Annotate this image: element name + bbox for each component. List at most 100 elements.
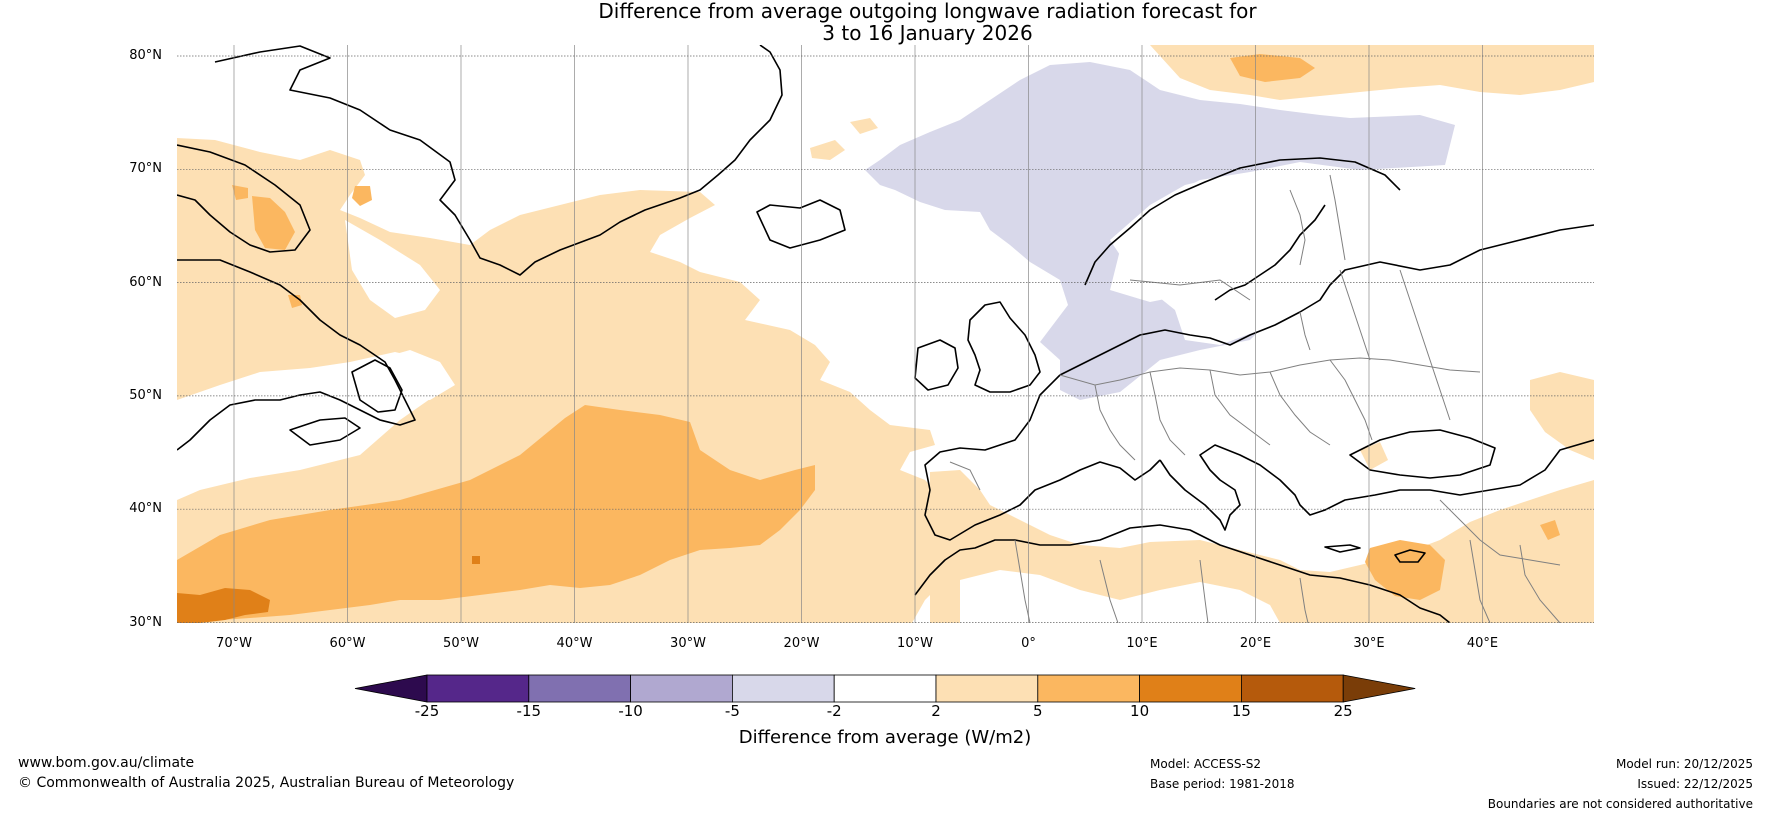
lat-label: 70°N	[129, 161, 162, 177]
anomaly-region-orange-baffin	[252, 196, 295, 250]
gridlines	[177, 45, 1594, 623]
colorbar-tick-label: 15	[1231, 702, 1251, 720]
lon-label: 30°E	[1353, 636, 1385, 651]
anomaly-region-orange-east-spot	[1540, 520, 1560, 540]
coast-baltic	[1214, 204, 1326, 301]
colorbar-bin	[528, 674, 631, 703]
coast-ireland	[914, 339, 959, 391]
colorbar-bin	[1139, 674, 1242, 703]
border-10	[1289, 189, 1306, 266]
border-15	[1199, 559, 1209, 623]
lat-label: 80°N	[129, 48, 162, 63]
coast-nova-scotia	[289, 417, 361, 446]
anomaly-region-dark-orange-sw	[177, 588, 270, 623]
lon-label: 20°E	[1239, 636, 1272, 651]
border-13	[949, 461, 981, 491]
anomaly-region-orange-atlantic	[177, 405, 815, 623]
anomaly-spot-orange-small	[472, 556, 480, 564]
colorbar-bin	[630, 674, 733, 703]
colorbar-over-arrow	[1342, 674, 1416, 703]
lon-label: 10°E	[1126, 636, 1158, 651]
colorbar-tick-label: -5	[724, 702, 740, 720]
colorbar-bin	[833, 674, 937, 703]
colorbar-bin	[732, 674, 835, 703]
border-18	[1469, 539, 1491, 623]
colorbar-tick-label: -25	[414, 702, 440, 720]
colorbar-bin	[426, 674, 530, 703]
model-text: Model: ACCESS-S2	[1150, 757, 1262, 771]
colorbar-bin	[1241, 674, 1344, 703]
map-title-line1: Difference from average outgoing longwav…	[598, 0, 1257, 23]
base-period-text: Base period: 1981-2018	[1150, 777, 1295, 791]
border-17	[1439, 499, 1561, 566]
border-9	[1399, 269, 1451, 421]
border-4	[1209, 369, 1271, 446]
map-title-line2: 3 to 16 January 2026	[822, 21, 1033, 45]
copyright-text: © Commonwealth of Australia 2025, Austra…	[18, 775, 515, 791]
no-anomaly-sahara	[960, 570, 1280, 623]
coast-iceland	[756, 199, 846, 249]
anomaly-region-orange-svalbard	[1230, 54, 1315, 82]
colorbar-tick-label: 25	[1333, 702, 1353, 720]
anomaly-region-light-orange-balkan	[1360, 442, 1388, 470]
coast-labrador-quebec	[177, 259, 416, 451]
border-7	[1299, 311, 1311, 351]
coast-baffin	[177, 144, 311, 253]
coast-norway	[1084, 157, 1401, 286]
colorbar-tick-label: -2	[826, 702, 842, 720]
coast-britain	[967, 301, 1041, 393]
anomaly-region-orange-spot-a	[352, 186, 372, 206]
anomaly-region-light-orange-small-2	[850, 118, 878, 134]
anomaly-region-orange-levant	[1365, 540, 1445, 600]
lon-label: 10°W	[897, 636, 933, 651]
border-2	[1094, 384, 1136, 461]
lon-label: 30°W	[670, 636, 706, 651]
colorbar-tick-label: -15	[516, 702, 542, 720]
border-14	[1099, 559, 1119, 623]
coast-italy-balkans	[1159, 439, 1594, 531]
colorbar-bin	[935, 674, 1039, 703]
coast-crete	[1324, 544, 1361, 553]
border-19	[1519, 544, 1561, 623]
coast-newfoundland	[351, 359, 403, 413]
no-anomaly-gulf-stlawrence	[177, 352, 440, 500]
anomaly-region-light-purple-norwegian-sea	[865, 62, 1455, 400]
colorbar-tick-label: 10	[1130, 702, 1150, 720]
lat-label: 60°N	[129, 274, 162, 290]
lat-label: 40°N	[129, 501, 162, 517]
border-20	[1014, 539, 1031, 623]
border-8	[1339, 269, 1371, 361]
colorbar-tick-label: -10	[618, 702, 643, 720]
website-text: www.bom.gov.au/climate	[18, 755, 195, 771]
anomaly-region-light-orange-small-1	[810, 140, 845, 160]
lon-label: 50°W	[443, 636, 479, 651]
coast-cyprus	[1394, 549, 1426, 563]
coast-greenland	[214, 45, 783, 276]
coast-europe-mainland	[1059, 224, 1594, 376]
border-11	[1329, 174, 1346, 261]
lon-label: 0°	[1021, 636, 1036, 651]
lon-label: 70°W	[216, 636, 252, 651]
lat-label: 30°N	[129, 614, 162, 630]
colorbar-tick-label: 5	[1033, 702, 1043, 720]
border-6	[1329, 359, 1373, 441]
border-5	[1269, 371, 1331, 446]
colorbar-label: Difference from average (W/m2)	[738, 727, 1032, 748]
model-run-text: Model run: 20/12/2025	[1615, 757, 1753, 771]
lon-label: 20°W	[783, 636, 820, 651]
map-area	[177, 45, 1594, 623]
colorbar-tick-label: 2	[931, 702, 941, 720]
anomaly-region-orange-spot-b	[232, 185, 248, 200]
anomaly-region-light-orange-east	[1530, 372, 1594, 460]
colorbar-bin	[1037, 674, 1141, 703]
coastlines	[177, 45, 1594, 623]
coast-north-africa	[914, 524, 1451, 623]
lon-label: 60°W	[329, 636, 366, 651]
no-anomaly-newfoundland	[372, 350, 455, 400]
coast-black-sea	[1349, 429, 1496, 479]
colorbar-under-arrow	[354, 674, 428, 703]
colorbar	[354, 674, 1416, 703]
country-borders	[949, 174, 1561, 623]
no-anomaly-scandinavia	[1110, 178, 1320, 345]
